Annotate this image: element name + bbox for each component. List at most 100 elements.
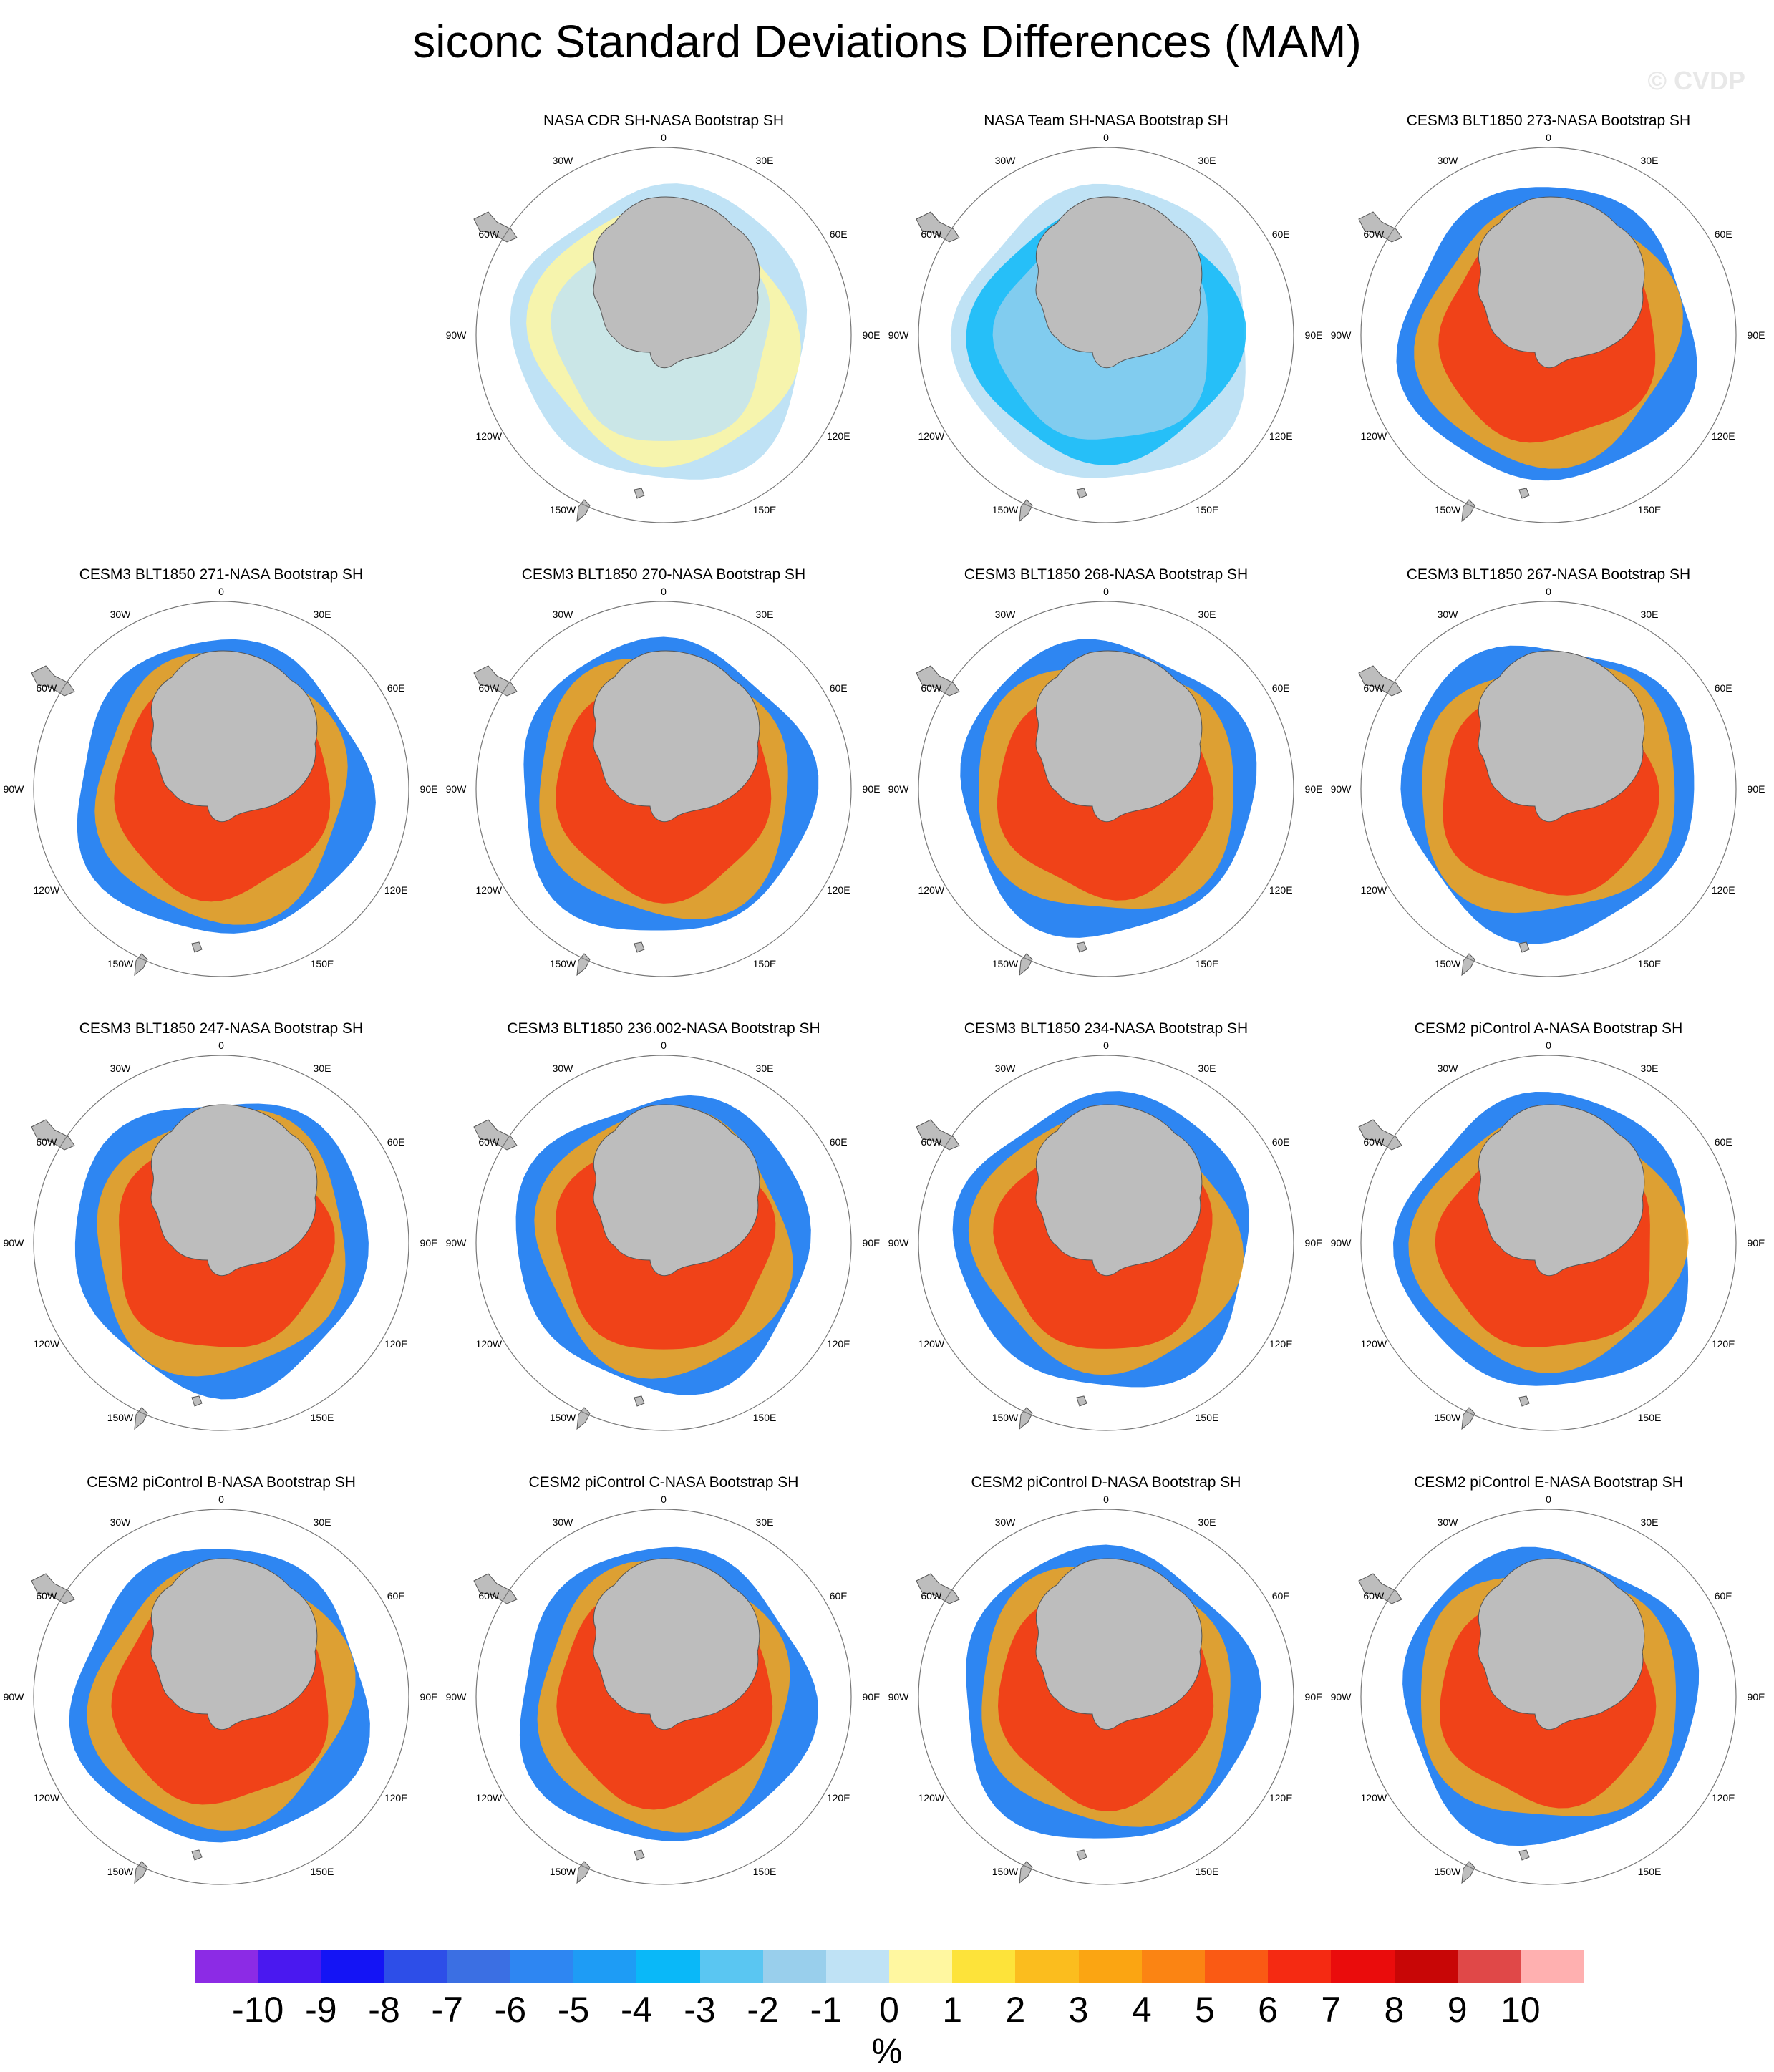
longitude-label: 150E [753,1412,777,1423]
longitude-label: 120W [1361,884,1387,896]
longitude-label: 90E [863,783,881,795]
panel-title: CESM2 piControl A-NASA Bootstrap SH [1414,1020,1683,1037]
longitude-label: 90E [420,1237,438,1249]
new-zealand [1019,953,1033,977]
colorbar-box [762,1950,826,1983]
longitude-label: 0 [1103,132,1109,143]
longitude-label: 30E [1641,609,1659,620]
colorbar-label: 3 [1068,1990,1089,2030]
longitude-label: 30W [1438,609,1459,620]
longitude-label: 90E [1305,1691,1323,1703]
colorbar-label: 1 [942,1990,963,2030]
tasmania [191,1849,203,1861]
tasmania [1076,1395,1087,1407]
longitude-label: 60E [1715,682,1732,694]
antarctica-landmass [1478,1104,1645,1277]
longitude-label: 60W [478,228,500,240]
map-panel: CESM3 BLT1850 267-NASA Bootstrap SH 0 30E 6… [1327,526,1770,979]
south-america-tip [473,211,518,243]
longitude-label: 150E [1196,1412,1219,1423]
antarctica-landmass [593,1558,760,1730]
south-america-tip [916,211,960,243]
panel-title: CESM3 BLT1850 273-NASA Bootstrap SH [1406,112,1691,129]
longitude-label: 150W [1435,1412,1461,1423]
longitude-label: 60E [387,682,405,694]
longitude-label: 90W [4,783,25,795]
longitude-label: 0 [1103,586,1109,597]
colorbar-box [1394,1950,1458,1983]
map-boundary [33,1509,409,1885]
longitude-label: 30E [1198,1516,1216,1528]
map-panel: CESM3 BLT1850 270-NASA Bootstrap SH 0 30E 6… [442,526,885,979]
longitude-label: 90E [420,1691,438,1703]
colorbar-label: 0 [879,1990,899,2030]
longitude-label: 150E [311,958,334,969]
antarctica-landmass [593,1104,760,1277]
longitude-label: 90W [446,1237,467,1249]
longitude-label: 30W [1438,155,1459,166]
map-boundary [1360,1509,1737,1885]
longitude-label: 90W [1331,783,1352,795]
polar-map: 030E60E90E120E150E180150W120W90W60W30W [888,586,1322,977]
longitude-label: 0 [661,132,667,143]
longitude-label: 0 [218,586,224,597]
colorbar-label: 5 [1195,1990,1215,2030]
polar-map: 030E60E90E120E150E180150W120W90W60W30W [4,1040,438,1431]
new-zealand [1019,499,1033,523]
colorbar-box [1141,1950,1205,1983]
colorbar-box [510,1950,574,1983]
map-boundary [475,601,852,977]
longitude-label: 30W [553,155,574,166]
colorbar-box [384,1950,447,1983]
longitude-label: 60E [830,228,848,240]
panel-title: CESM2 piControl C-NASA Bootstrap SH [528,1474,799,1491]
polar-map: 030E60E90E120E150E180150W120W90W60W30W [1331,132,1765,523]
longitude-label: 60E [830,1136,848,1148]
longitude-label: 120E [1269,1792,1293,1804]
longitude-label: 60W [36,682,57,694]
south-america-tip [916,665,960,697]
colorbar-box [1520,1950,1584,1983]
longitude-label: 150E [311,1412,334,1423]
longitude-label: 150W [107,958,134,969]
map-panel: CESM2 piControl C-NASA Bootstrap SH 0 30E 6… [442,1433,885,1887]
longitude-label: 150W [107,1866,134,1877]
longitude-label: 60W [921,228,942,240]
colorbar-label: 10 [1501,1990,1541,2030]
longitude-label: 0 [661,1494,667,1505]
south-america-tip [473,1119,518,1151]
tasmania [1518,1849,1530,1861]
tasmania [1076,488,1087,499]
longitude-label: 30E [1198,1062,1216,1074]
new-zealand [1019,1407,1033,1430]
longitude-label: 30E [314,1062,331,1074]
panel-title: CESM3 BLT1850 267-NASA Bootstrap SH [1406,566,1691,583]
longitude-label: 30W [1438,1062,1459,1074]
longitude-label: 60W [478,1136,500,1148]
longitude-label: 150W [550,1412,576,1423]
panel-title: CESM3 BLT1850 236.002-NASA Bootstrap SH [507,1020,820,1037]
south-america-tip [1358,1119,1402,1151]
longitude-label: 90W [1331,329,1352,341]
longitude-label: 150W [1435,958,1461,969]
longitude-label: 90W [888,1237,910,1249]
longitude-label: 60W [1363,682,1385,694]
longitude-label: 0 [1546,1494,1551,1505]
polar-map: 030E60E90E120E150E180150W120W90W60W30W [446,1494,880,1885]
longitude-label: 30E [756,155,774,166]
map-boundary [475,147,852,523]
longitude-label: 60W [478,682,500,694]
longitude-label: 120E [827,1338,850,1350]
longitude-label: 30W [553,609,574,620]
longitude-label: 150W [992,1866,1019,1877]
south-america-tip [1358,665,1402,697]
longitude-label: 30E [756,609,774,620]
longitude-label: 90E [863,329,881,341]
longitude-label: 30W [995,155,1017,166]
longitude-label: 90E [1305,1237,1323,1249]
longitude-label: 60W [921,1136,942,1148]
longitude-label: 60W [1363,1136,1385,1148]
map-boundary [475,1055,852,1431]
longitude-label: 120W [1361,430,1387,442]
longitude-label: 60E [830,1590,848,1602]
